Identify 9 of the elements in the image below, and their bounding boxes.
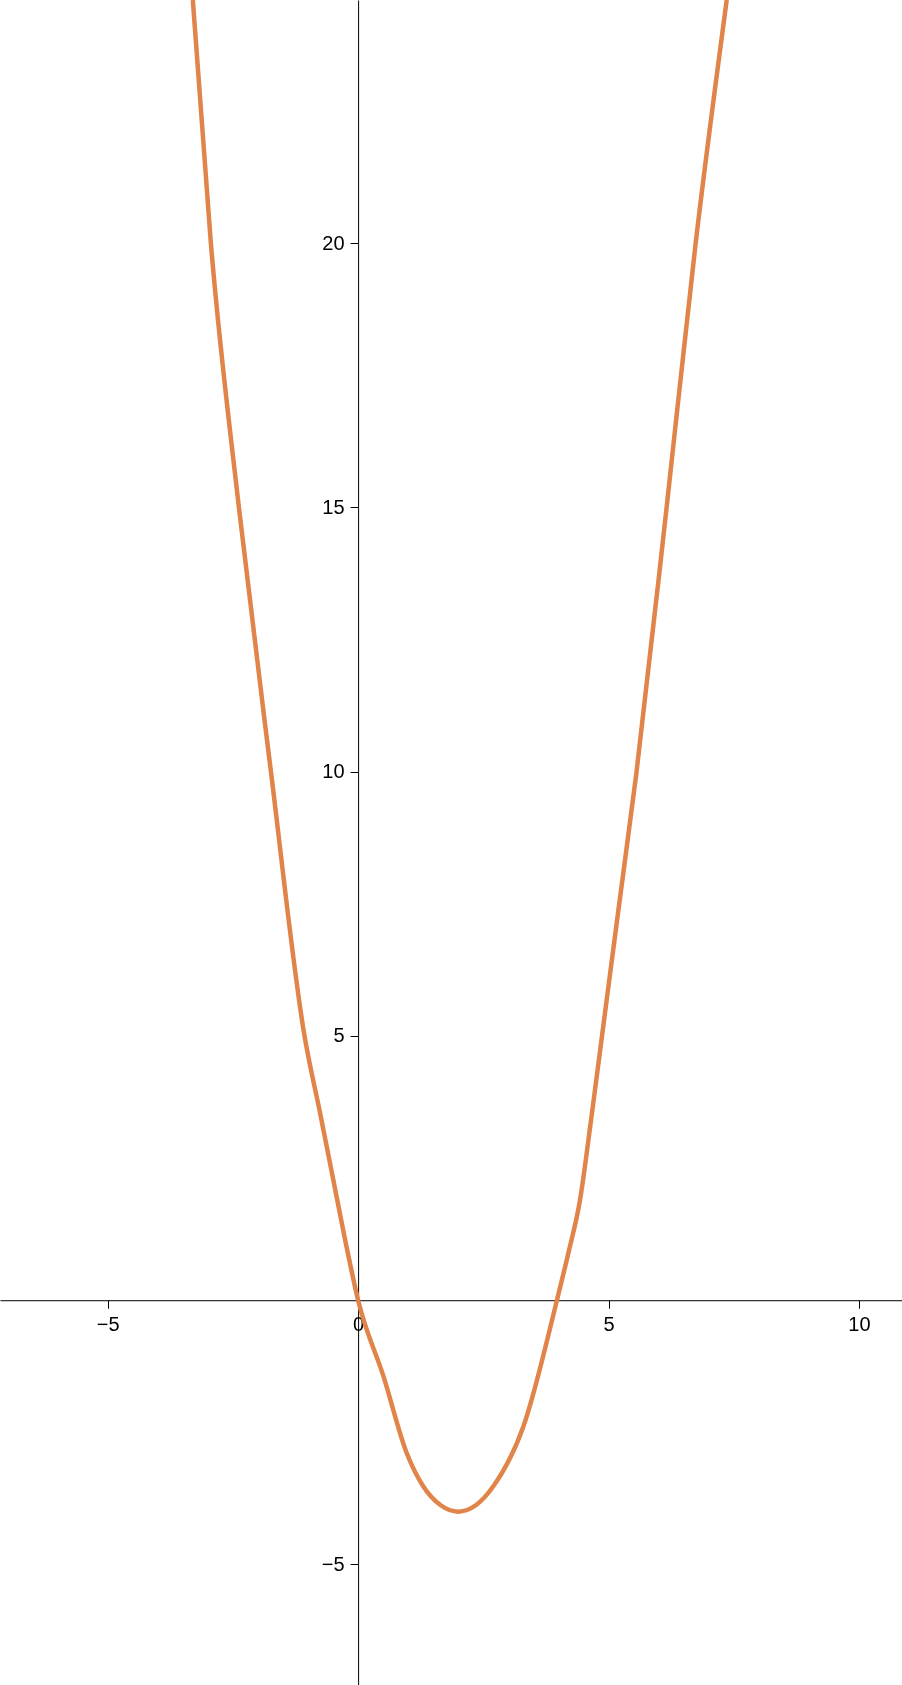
y-tick-label: 10: [322, 760, 345, 783]
y-tick-label: 15: [322, 495, 345, 518]
x-tick-label: −5: [96, 1312, 120, 1335]
x-tick-label: 10: [848, 1312, 871, 1335]
y-tick-label: 20: [322, 231, 345, 254]
y-tick-label: 5: [333, 1024, 345, 1047]
y-tick-label: −5: [321, 1552, 345, 1575]
x-tick-label: 5: [603, 1312, 615, 1335]
line-series: [190, 0, 729, 1514]
